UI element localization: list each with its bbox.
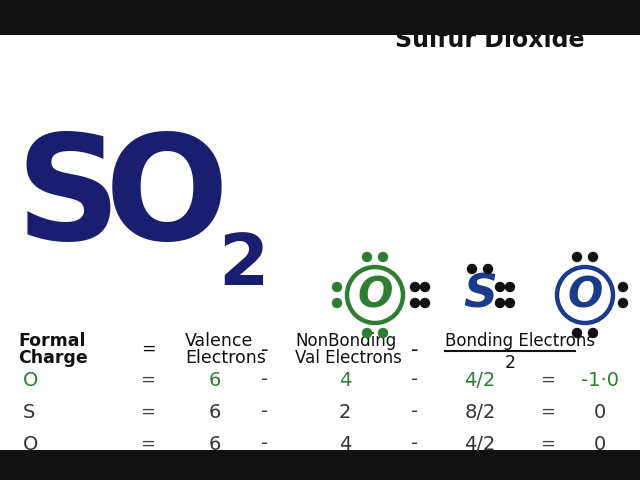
Text: =: = (541, 403, 556, 421)
Text: Valence: Valence (185, 332, 253, 350)
Text: O: O (105, 129, 229, 270)
Circle shape (618, 283, 627, 291)
Text: S: S (15, 129, 120, 270)
Text: =: = (141, 403, 156, 421)
Circle shape (378, 328, 387, 337)
Text: O: O (357, 274, 393, 316)
Text: =: = (541, 435, 556, 453)
Circle shape (333, 283, 342, 291)
Text: -: - (261, 434, 269, 454)
Text: 0: 0 (594, 403, 606, 421)
Text: 4/2: 4/2 (464, 371, 496, 389)
Text: Electrons: Electrons (185, 349, 266, 367)
Text: -: - (412, 403, 419, 421)
Text: 2: 2 (504, 354, 515, 372)
Text: NonBonding: NonBonding (295, 332, 396, 350)
Text: -: - (412, 340, 419, 360)
Bar (0, 35, 640, 450)
Circle shape (410, 299, 419, 308)
Circle shape (483, 264, 493, 274)
Text: =: = (541, 371, 556, 389)
Circle shape (420, 299, 429, 308)
Text: Charge: Charge (18, 349, 88, 367)
Circle shape (495, 283, 504, 291)
Text: 6: 6 (209, 403, 221, 421)
Text: -: - (412, 434, 419, 454)
Circle shape (467, 264, 477, 274)
Text: 8/2: 8/2 (464, 403, 496, 421)
Text: -: - (261, 403, 269, 421)
Text: -: - (412, 371, 419, 389)
Text: -: - (261, 340, 269, 360)
Circle shape (333, 299, 342, 308)
Text: -1·0: -1·0 (581, 371, 619, 389)
Text: Sulfur Dioxide: Sulfur Dioxide (396, 28, 585, 52)
Text: 2: 2 (339, 403, 351, 421)
Text: 4: 4 (339, 434, 351, 454)
Circle shape (506, 283, 515, 291)
Circle shape (573, 252, 582, 262)
Text: =: = (141, 435, 156, 453)
Circle shape (506, 299, 515, 308)
Circle shape (420, 283, 429, 291)
Text: O: O (23, 434, 38, 454)
Text: O: O (23, 371, 38, 389)
Text: -: - (261, 371, 269, 389)
Circle shape (378, 252, 387, 262)
Circle shape (495, 299, 504, 308)
Text: 6: 6 (209, 371, 221, 389)
Text: 4/2: 4/2 (464, 434, 496, 454)
Circle shape (410, 283, 419, 291)
Text: Bonding Electrons: Bonding Electrons (445, 332, 595, 350)
Text: O: O (567, 274, 603, 316)
Text: S: S (463, 273, 497, 317)
Text: 4: 4 (339, 371, 351, 389)
Text: 6: 6 (209, 434, 221, 454)
Circle shape (618, 299, 627, 308)
Text: 0: 0 (594, 434, 606, 454)
Text: S: S (23, 403, 35, 421)
Circle shape (589, 252, 598, 262)
Text: 2: 2 (218, 231, 268, 300)
Text: Val Electrons: Val Electrons (295, 349, 402, 367)
Text: =: = (141, 340, 156, 358)
Text: =: = (141, 371, 156, 389)
Circle shape (589, 328, 598, 337)
Circle shape (573, 328, 582, 337)
Circle shape (362, 252, 371, 262)
Text: Formal: Formal (18, 332, 86, 350)
Circle shape (362, 328, 371, 337)
